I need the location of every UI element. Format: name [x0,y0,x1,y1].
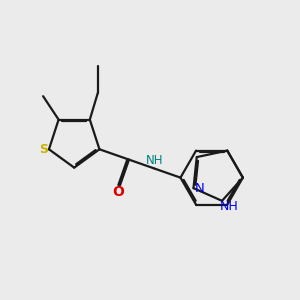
Text: NH: NH [146,154,163,166]
Text: S: S [39,143,48,156]
Text: O: O [112,184,124,199]
Text: N: N [195,182,205,195]
Text: NH: NH [220,200,239,213]
